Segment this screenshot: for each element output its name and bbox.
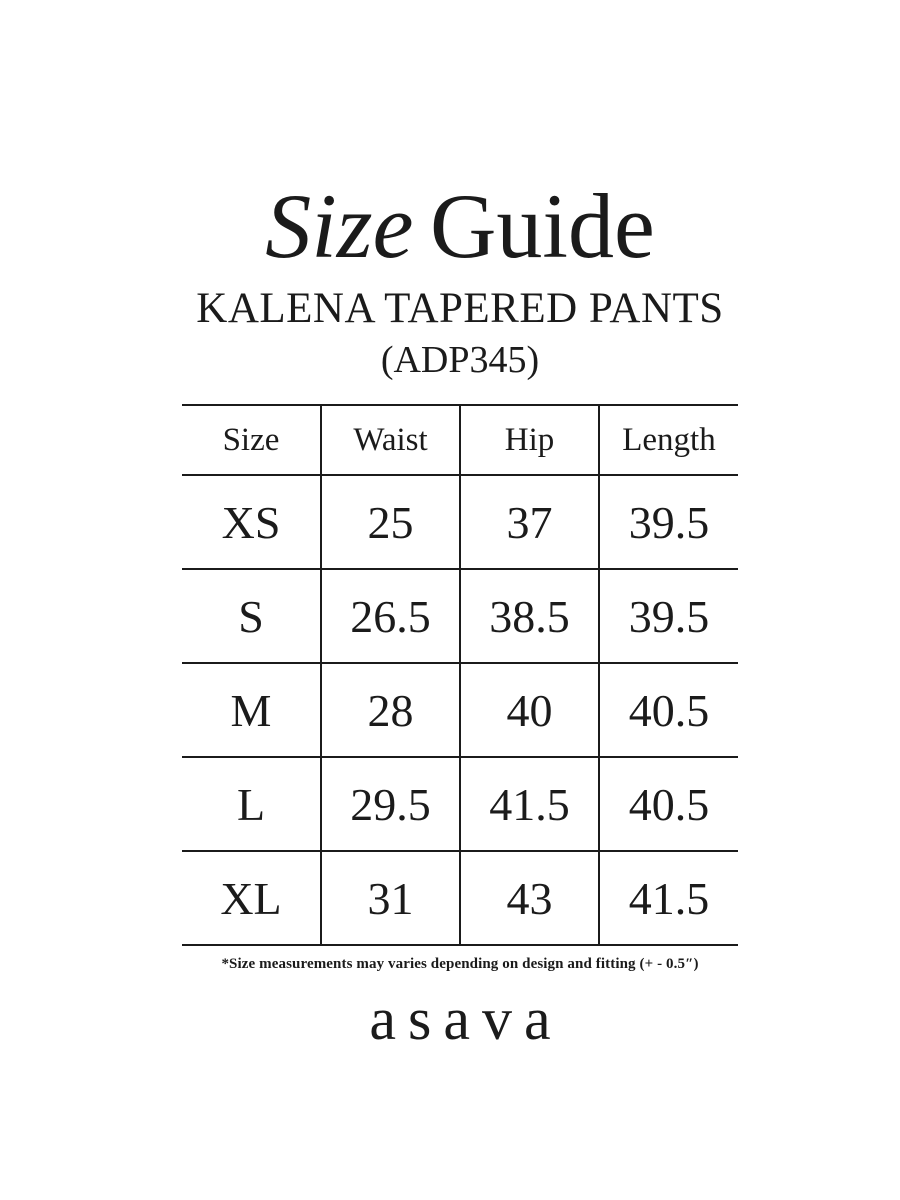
product-name: KALENA TAPERED PANTS [196, 285, 724, 332]
column-header-length: Length [598, 405, 738, 475]
column-header-hip: Hip [459, 405, 599, 475]
waist-value-cell: 28 [320, 663, 460, 757]
waist-value-cell: 25 [320, 475, 460, 569]
length-value-cell: 39.5 [598, 569, 738, 663]
table-row-xl: XL 31 43 41.5 [182, 851, 738, 945]
hip-value-cell: 43 [459, 851, 599, 945]
waist-value-cell: 29.5 [320, 757, 460, 851]
measurement-disclaimer: *Size measurements may varies depending … [221, 956, 699, 972]
size-label-cell: M [230, 684, 272, 736]
hip-value-cell: 40 [459, 663, 599, 757]
table-row-l: L 29.5 41.5 40.5 [182, 757, 738, 851]
table-row-s: S 26.5 38.5 39.5 [182, 569, 738, 663]
waist-value-cell: 31 [320, 851, 460, 945]
brand-logo: asava [369, 986, 563, 1052]
size-table: Size Waist Hip Length XS 25 37 39.5 S 26… [182, 404, 738, 946]
product-code: (ADP345) [380, 339, 540, 381]
hip-value-cell: 37 [459, 475, 599, 569]
page-title-regular-word: Guide [429, 175, 655, 277]
length-value-cell: 40.5 [598, 663, 738, 757]
length-value-cell: 41.5 [598, 851, 738, 945]
length-value-cell: 39.5 [598, 475, 738, 569]
page-title: Size Guide [182, 0, 738, 272]
table-row-xs: XS 25 37 39.5 [182, 475, 738, 569]
size-label-cell: XS [221, 496, 281, 548]
hip-value-cell: 41.5 [459, 757, 599, 851]
column-header-waist: Waist [320, 405, 460, 475]
size-table-header-row: Size Waist Hip Length [182, 405, 738, 475]
column-header-size: Size [222, 421, 280, 458]
size-guide-sheet: Size Guide KALENA TAPERED PANTS (ADP345) … [182, 0, 738, 1049]
size-label-cell: XL [220, 872, 282, 924]
waist-value-cell: 26.5 [320, 569, 460, 663]
size-label-cell: L [236, 778, 266, 830]
size-label-cell: S [238, 590, 264, 642]
length-value-cell: 40.5 [598, 757, 738, 851]
hip-value-cell: 38.5 [459, 569, 599, 663]
page-title-italic-word: Size [265, 175, 414, 277]
table-row-m: M 28 40 40.5 [182, 663, 738, 757]
